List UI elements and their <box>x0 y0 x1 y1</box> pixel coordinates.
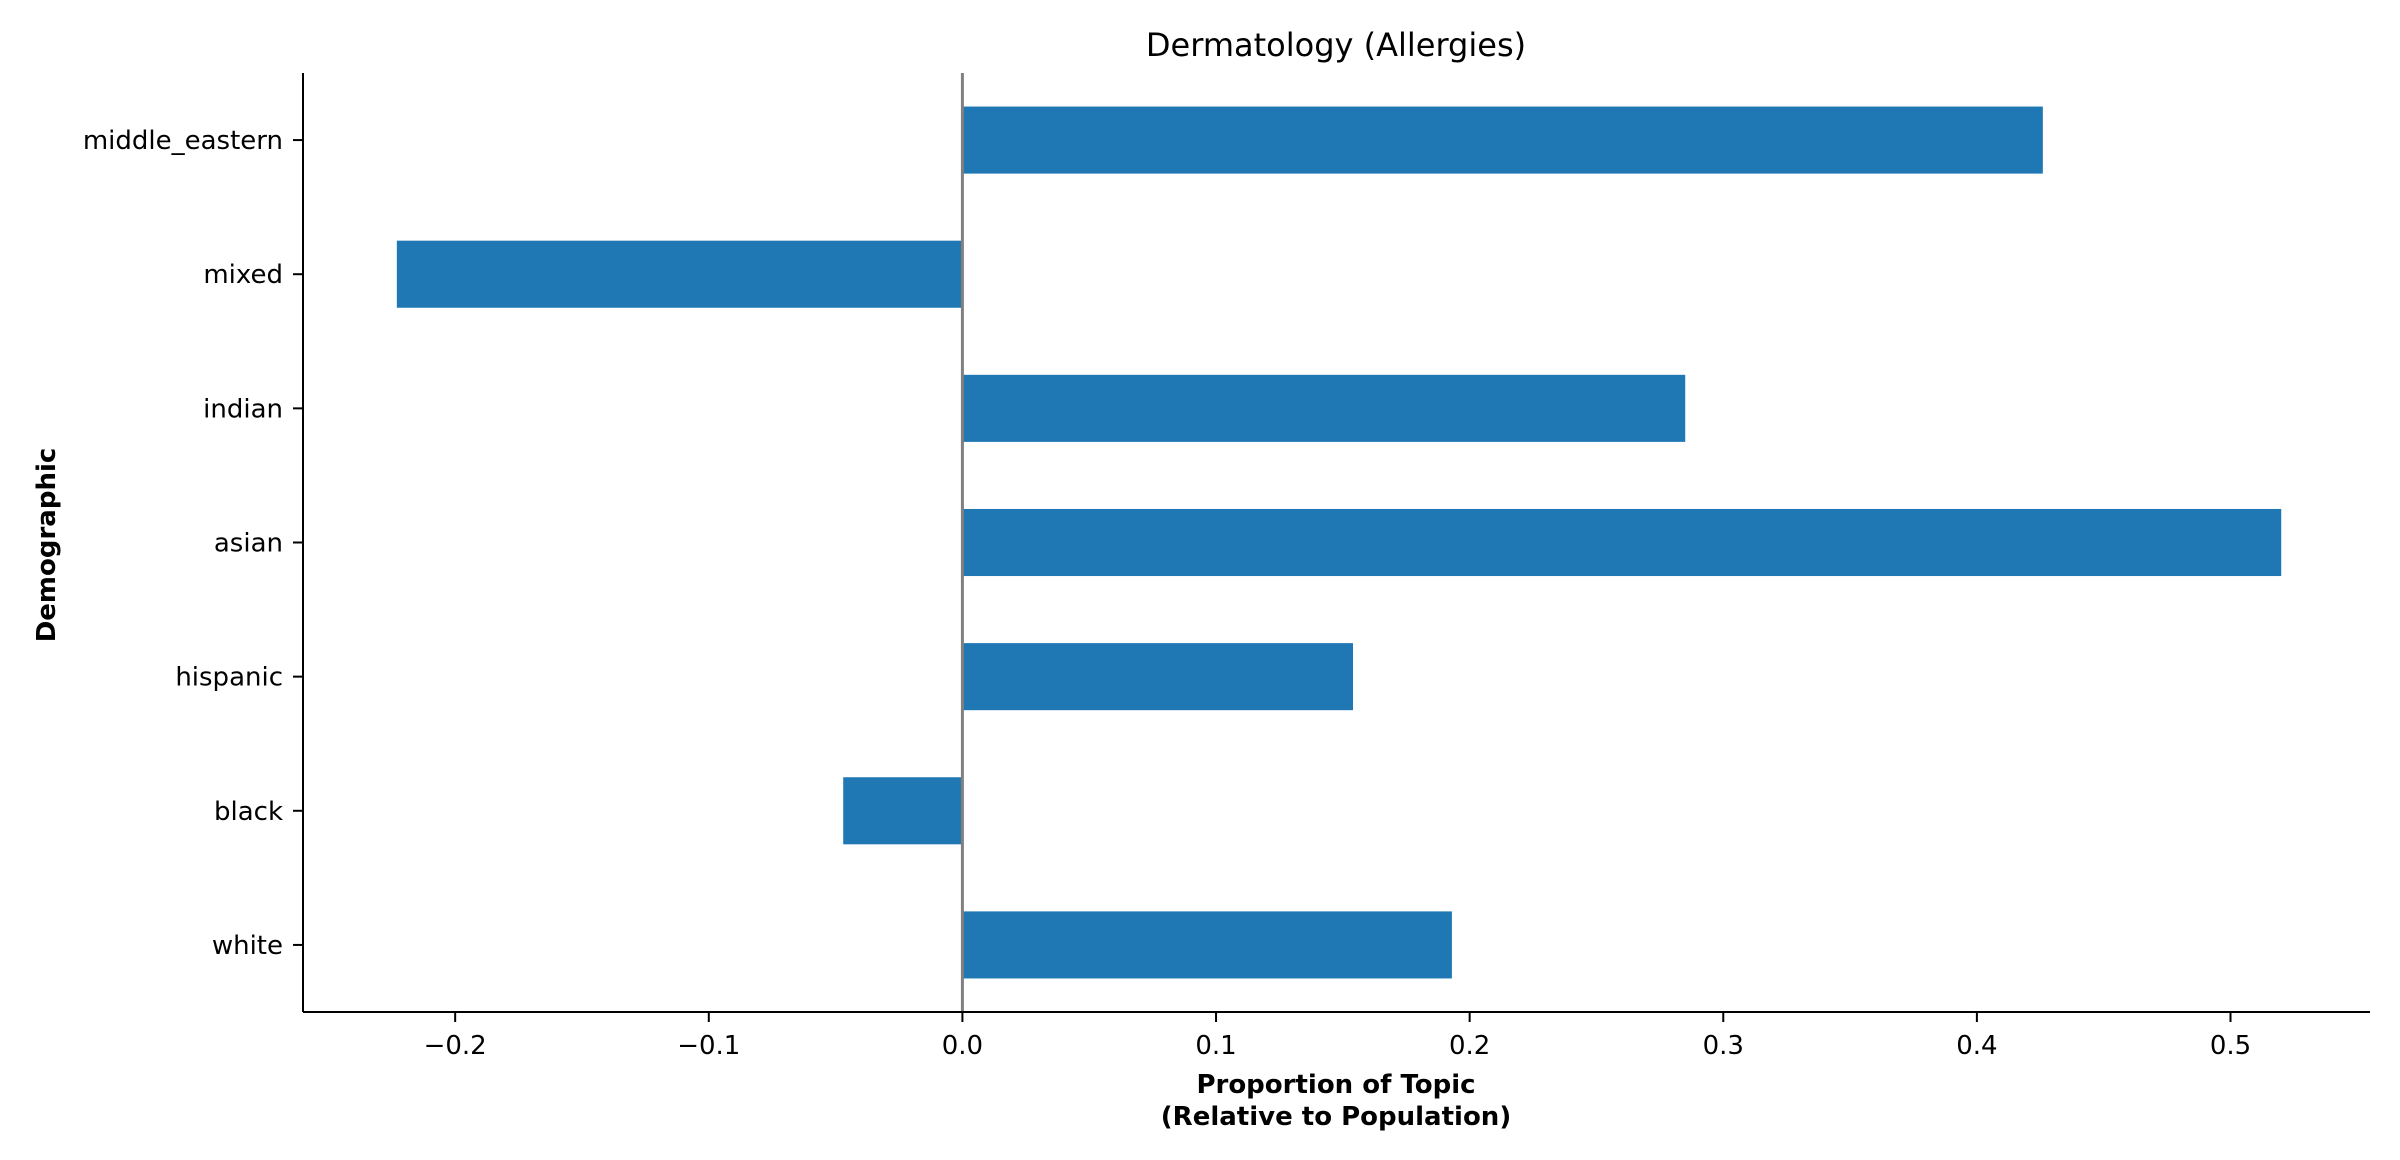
x-axis-title-line-2: (Relative to Population) <box>1161 1102 1511 1132</box>
y-tick-label: white <box>212 931 283 961</box>
x-axis-title-line-1: Proportion of Topic <box>1196 1070 1475 1100</box>
x-tick-label: 0.5 <box>2210 1031 2251 1061</box>
x-tick-label: 0.3 <box>1703 1031 1744 1061</box>
x-tick-label: 0.0 <box>942 1031 983 1061</box>
y-axis-title: Demographic <box>32 448 62 643</box>
chart-title: Dermatology (Allergies) <box>1146 26 1526 64</box>
bar-asian <box>962 508 2282 577</box>
x-tick-label: 0.1 <box>1195 1031 1236 1061</box>
bar-hispanic <box>962 643 1353 711</box>
bar-white <box>962 911 1452 979</box>
bars-layer <box>396 106 2282 979</box>
bar-mixed <box>396 240 963 308</box>
bar-middle-eastern <box>962 106 2043 174</box>
x-tick-label: −0.2 <box>424 1031 487 1061</box>
bar-black <box>843 777 963 845</box>
bar-indian <box>962 374 1686 442</box>
y-tick-label: hispanic <box>175 663 283 693</box>
y-tick-label: middle_eastern <box>83 126 283 156</box>
y-ticks: white black hispanic asian indian mixed middle… <box>83 126 303 961</box>
x-tick-label: −0.1 <box>677 1031 740 1061</box>
y-tick-label: indian <box>203 394 283 424</box>
y-tick-label: mixed <box>203 260 283 290</box>
y-tick-label: asian <box>214 529 283 559</box>
x-ticks: −0.2 −0.1 0.0 0.1 0.2 0.3 0.4 0.5 <box>424 1012 2251 1061</box>
x-tick-label: 0.4 <box>1956 1031 1997 1061</box>
x-tick-label: 0.2 <box>1449 1031 1490 1061</box>
y-tick-label: black <box>214 797 283 827</box>
